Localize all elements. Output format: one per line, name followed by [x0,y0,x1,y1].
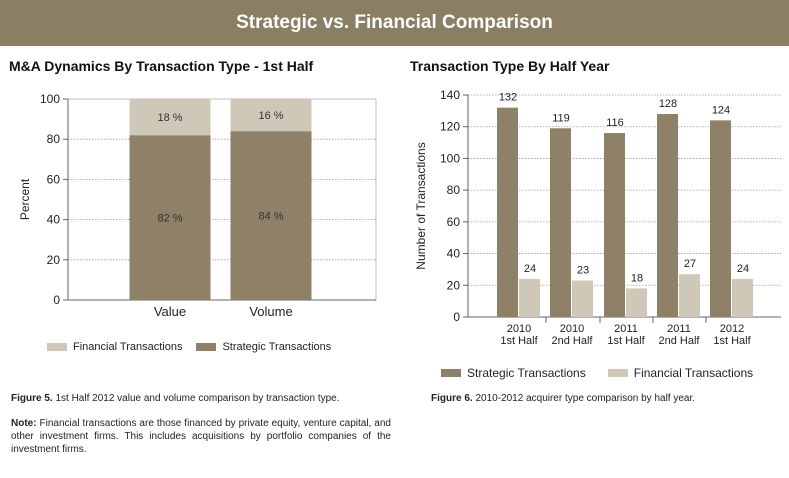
chart1-x-tick-label: Value [154,304,186,319]
legend-swatch-financial [607,369,628,377]
data-label-financial: 24 [737,263,749,275]
chart2-x-tick-label-half: 1st Half [713,335,751,347]
bar-strategic [657,114,678,318]
figure5-text: 1st Half 2012 value and volume compariso… [52,393,340,404]
legend-item-financial: Financial Transactions [47,341,182,353]
chart2-y-tick-label: 60 [447,215,461,229]
chart2-y-tick-label: 0 [453,310,460,324]
figure6-caption: Figure 6. 2010-2012 acquirer type compar… [431,392,781,405]
chart1-y-tick-label: 20 [47,253,61,267]
figure5-label: Figure 5. [11,393,53,404]
chart2-y-tick-label: 80 [447,183,461,197]
chart2-x-tick-label-half: 2nd Half [552,335,594,347]
chart2-y-axis-label: Number of Transactions [414,142,428,269]
legend-label-financial: Financial Transactions [633,366,754,380]
bar-financial [572,280,593,317]
data-label-strategic: 82 % [157,213,182,225]
data-label-financial: 27 [684,258,696,270]
chart1-legend: Financial Transactions Strategic Transac… [47,341,345,353]
chart2-x-tick-label-half: 1st Half [500,335,538,347]
data-label-financial: 24 [524,263,536,275]
chart2-y-tick-label: 40 [447,247,461,261]
chart2-y-tick-label: 100 [440,151,460,165]
chart1-y-tick-label: 100 [40,92,60,106]
data-label-financial: 18 [631,272,643,284]
note-label: Note: [11,418,37,429]
chart2-x-tick-label-year: 2010 [560,323,584,335]
data-label-strategic: 132 [499,92,517,104]
bar-financial [519,278,540,317]
data-label-strategic: 128 [659,98,677,110]
data-label-strategic: 124 [712,104,730,116]
chart1-y-tick-label: 40 [47,213,61,227]
data-label-financial: 18 % [157,112,182,124]
chart2-x-tick-label-year: 2012 [720,323,744,335]
bar-strategic [497,107,518,317]
chart2-title: Transaction Type By Half Year [410,58,610,74]
bar-financial [626,288,647,317]
chart1-y-tick-label: 80 [47,132,61,146]
bar-strategic [710,120,731,317]
chart2-x-tick-label-year: 2011 [614,323,638,335]
bar-financial [230,99,312,132]
figure6-text: 2010-2012 acquirer type comparison by ha… [472,393,696,404]
note-caption: Note: Financial transactions are those f… [11,417,391,456]
legend-swatch-financial [47,343,67,351]
page-banner: Strategic vs. Financial Comparison [0,0,789,46]
note-text: Financial transactions are those finance… [11,418,391,455]
legend-item-financial: Financial Transactions [607,366,754,380]
data-label-strategic: 116 [606,117,624,129]
bar-strategic [604,133,625,317]
chart2-y-tick-label: 140 [440,88,460,102]
chart2-x-tick-label-half: 2nd Half [659,335,701,347]
bar-financial [732,278,753,317]
legend-label-strategic: Strategic Transactions [222,341,332,353]
legend-swatch-strategic [441,369,461,377]
figure6-label: Figure 6. [431,393,473,404]
chart2-x-tick-label-year: 2010 [507,323,531,335]
chart1-y-tick-label: 0 [53,293,60,307]
chart1-y-tick-label: 60 [47,172,61,186]
bar-financial [129,99,211,136]
legend-item-strategic: Strategic Transactions [441,366,586,380]
banner-title: Strategic vs. Financial Comparison [236,12,553,33]
chart2-x-tick-label-half: 1st Half [607,335,645,347]
chart1-title: M&A Dynamics By Transaction Type - 1st H… [9,58,314,74]
chart2-x-tick-label-year: 2011 [667,323,691,335]
data-label-financial: 23 [577,265,589,277]
bar-strategic [550,128,571,317]
legend-label-financial: Financial Transactions [73,341,183,353]
legend-swatch-strategic [196,343,217,351]
chart1-x-tick-label: Volume [249,304,292,319]
legend-item-strategic: Strategic Transactions [196,341,331,353]
bar-strategic [230,131,312,300]
data-label-strategic: 84 % [258,211,283,223]
chart2-legend: Strategic Transactions Financial Transac… [441,366,775,380]
bar-strategic [129,135,211,300]
data-label-strategic: 119 [552,112,570,124]
bar-financial [679,274,700,317]
legend-label-strategic: Strategic Transactions [467,366,586,380]
figure5-caption: Figure 5. 1st Half 2012 value and volume… [11,392,391,405]
chart2-y-tick-label: 20 [447,278,461,292]
data-label-financial: 16 % [258,110,283,122]
chart2-y-tick-label: 120 [440,120,460,134]
chart1-y-axis-label: Percent [18,178,32,220]
